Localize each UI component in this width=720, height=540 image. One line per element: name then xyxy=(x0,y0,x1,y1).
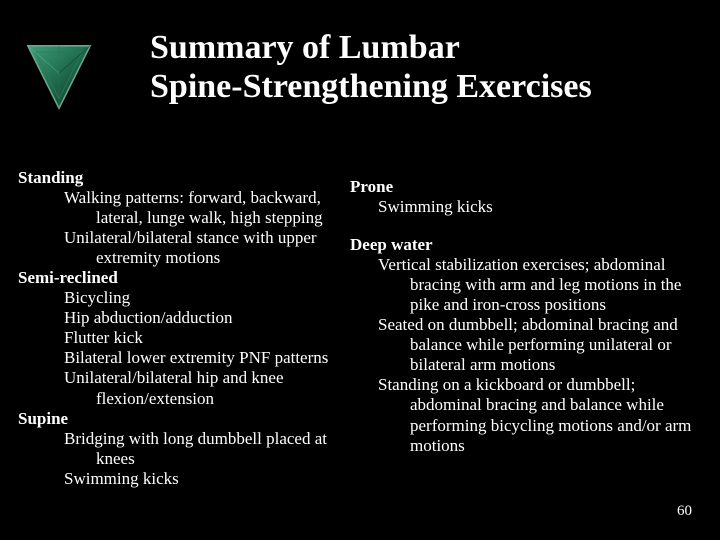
list-item: Swimming kicks xyxy=(350,197,702,217)
right-column: Prone Swimming kicks Deep water Vertical… xyxy=(350,168,702,489)
list-item: Swimming kicks xyxy=(18,469,350,489)
slide-content: Standing Walking patterns: forward, back… xyxy=(18,168,702,489)
page-number: 60 xyxy=(677,503,692,520)
category-supine: Supine xyxy=(18,409,350,429)
list-item: Seated on dumbbell; abdominal bracing an… xyxy=(350,315,702,375)
triangle-gem-icon xyxy=(20,38,98,116)
list-item: Bicycling xyxy=(18,288,350,308)
list-item: Unilateral/bilateral hip and knee flexio… xyxy=(18,368,350,408)
list-item: Bilateral lower extremity PNF patterns xyxy=(18,348,350,368)
category-deep-water: Deep water xyxy=(350,235,702,255)
category-semi-reclined: Semi-reclined xyxy=(18,268,350,288)
list-item: Flutter kick xyxy=(18,328,350,348)
list-item: Bridging with long dumbbell placed at kn… xyxy=(18,429,350,469)
list-item: Vertical stabilization exercises; abdomi… xyxy=(350,255,702,315)
category-standing: Standing xyxy=(18,168,350,188)
spacer xyxy=(350,217,702,235)
slide-title: Summary of Lumbar Spine-Strengthening Ex… xyxy=(150,28,592,106)
title-line-1: Summary of Lumbar xyxy=(150,28,592,67)
list-item: Standing on a kickboard or dumbbell; abd… xyxy=(350,375,702,455)
left-column: Standing Walking patterns: forward, back… xyxy=(18,168,350,489)
spacer xyxy=(350,168,702,177)
slide: Summary of Lumbar Spine-Strengthening Ex… xyxy=(0,0,720,540)
list-item: Unilateral/bilateral stance with upper e… xyxy=(18,228,350,268)
list-item: Hip abduction/adduction xyxy=(18,308,350,328)
category-prone: Prone xyxy=(350,177,702,197)
list-item: Walking patterns: forward, backward, lat… xyxy=(18,188,350,228)
title-line-2: Spine-Strengthening Exercises xyxy=(150,67,592,106)
